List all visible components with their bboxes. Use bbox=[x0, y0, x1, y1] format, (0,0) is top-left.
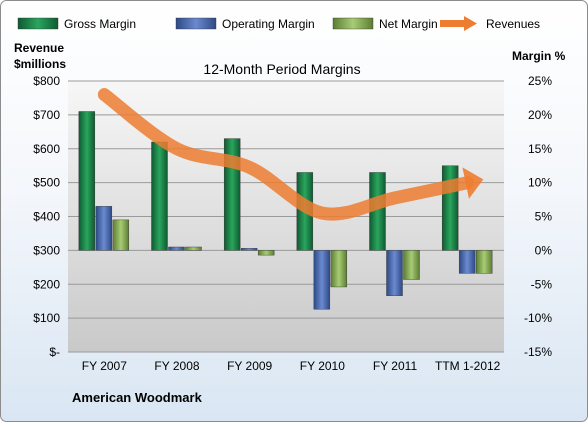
right-tick-label: 5% bbox=[535, 210, 553, 224]
bar-net-margin bbox=[257, 250, 275, 256]
category-label: FY 2011 bbox=[373, 359, 418, 373]
legend-label-gross-margin: Gross Margin bbox=[64, 17, 136, 31]
right-tick-label: 20% bbox=[528, 108, 552, 122]
left-tick-label: $200 bbox=[33, 277, 60, 291]
right-tick-label: 15% bbox=[528, 142, 552, 156]
revenues-line bbox=[97, 88, 484, 221]
legend-label-revenues: Revenues bbox=[486, 17, 540, 31]
bar-operating-margin bbox=[386, 250, 403, 296]
legend-swatch-operating-margin bbox=[175, 17, 217, 30]
bar-net-margin bbox=[112, 219, 130, 251]
gridlines bbox=[68, 80, 504, 353]
left-axis-label-line1: Revenue bbox=[14, 41, 64, 55]
revenues-arrowhead bbox=[462, 167, 484, 199]
left-tick-label: $700 bbox=[33, 108, 60, 122]
bar-gross-margin bbox=[151, 141, 168, 251]
bar-net-margin bbox=[185, 246, 202, 251]
bar-net-margin bbox=[330, 250, 348, 288]
bar-operating-margin bbox=[458, 250, 476, 274]
left-tick-label: $800 bbox=[33, 74, 60, 88]
bar-operating-margin bbox=[168, 246, 185, 251]
bar-gross-margin bbox=[441, 165, 459, 251]
revenues-curve bbox=[97, 88, 475, 221]
right-tick-label: -15% bbox=[524, 345, 552, 359]
right-tick-label: 10% bbox=[528, 176, 552, 190]
left-axis-ticks: $- $100 $200 $300 $400 $500 $600 $700 $800 bbox=[33, 74, 60, 359]
bar-operating-margin bbox=[95, 206, 113, 251]
legend-swatch-gross-margin bbox=[17, 17, 59, 30]
right-tick-label: -10% bbox=[524, 311, 552, 325]
legend-swatch-net-margin bbox=[332, 17, 374, 30]
legend-label-net-margin: Net Margin bbox=[379, 17, 438, 31]
left-tick-label: $400 bbox=[33, 210, 60, 224]
bar-gross-margin bbox=[78, 111, 96, 251]
left-tick-label: $- bbox=[49, 345, 60, 359]
bar-net-margin bbox=[475, 250, 493, 274]
right-axis-ticks: -15% -10% -5% 0% 5% 10% 15% 20% 25% bbox=[524, 74, 552, 359]
bar-net-margin bbox=[403, 250, 420, 280]
bar-operating-margin bbox=[240, 248, 258, 251]
category-label: FY 2008 bbox=[154, 359, 199, 373]
legend: Gross Margin Operating Margin Net Margin Re… bbox=[17, 16, 540, 31]
left-tick-label: $600 bbox=[33, 142, 60, 156]
right-tick-label: 0% bbox=[535, 243, 553, 257]
chart-title: 12-Month Period Margins bbox=[203, 61, 360, 77]
category-label: FY 2007 bbox=[82, 359, 127, 373]
bar-operating-margin bbox=[313, 250, 331, 310]
category-label: TTM 1-2012 bbox=[435, 359, 501, 373]
legend-arrow-revenues bbox=[464, 16, 477, 31]
left-tick-label: $500 bbox=[33, 176, 60, 190]
category-label: FY 2009 bbox=[227, 359, 272, 373]
left-axis-label-line2: $millions bbox=[14, 57, 66, 71]
legend-label-operating-margin: Operating Margin bbox=[222, 17, 315, 31]
category-label: FY 2010 bbox=[300, 359, 345, 373]
right-tick-label: -5% bbox=[531, 277, 553, 291]
left-tick-label: $100 bbox=[33, 311, 60, 325]
category-labels: FY 2007 FY 2008 FY 2009 FY 2010 FY 2011 TTM 1… bbox=[82, 359, 501, 373]
right-axis-label: Margin % bbox=[512, 49, 566, 63]
left-tick-label: $300 bbox=[33, 243, 60, 257]
company-name: American Woodmark bbox=[72, 390, 203, 405]
right-tick-label: 25% bbox=[528, 74, 552, 88]
